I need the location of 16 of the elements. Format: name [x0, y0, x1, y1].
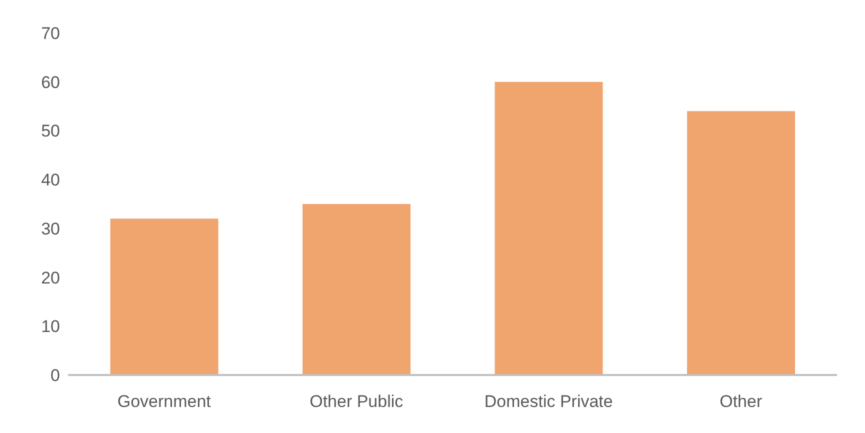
y-tick-label: 0: [50, 366, 60, 386]
x-tick-label: Other: [720, 392, 762, 412]
bar: [687, 111, 796, 375]
bar: [302, 204, 411, 375]
y-tick-label: 20: [41, 268, 60, 288]
y-tick-label: 40: [41, 170, 60, 190]
y-tick-label: 50: [41, 122, 60, 141]
bar: [494, 82, 603, 375]
bar: [110, 218, 218, 375]
y-tick-label: 30: [41, 219, 60, 238]
x-tick-label: Domestic Private: [484, 392, 613, 412]
x-tick-label: Government: [117, 392, 212, 412]
y-tick-label: 60: [41, 72, 60, 92]
y-tick-label: 10: [41, 317, 60, 336]
y-tick-label: 70: [41, 24, 60, 44]
x-tick-label: Other Public: [310, 392, 404, 412]
